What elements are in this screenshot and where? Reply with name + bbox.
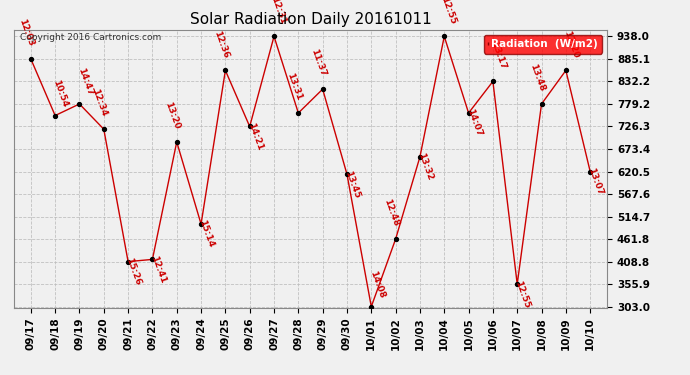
Text: 14:21: 14:21 (246, 122, 264, 152)
Point (536, 101, 547, 107)
Point (26, 56, 37, 62)
Text: 12:55: 12:55 (513, 279, 532, 309)
Text: 13:48: 13:48 (529, 63, 546, 93)
Text: 14:47: 14:47 (76, 67, 95, 97)
Point (220, 68, 231, 74)
Text: Copyright 2016 Cartronics.com: Copyright 2016 Cartronics.com (20, 33, 161, 42)
Text: 15:14: 15:14 (197, 219, 216, 249)
Text: 12:55: 12:55 (440, 0, 457, 25)
Text: 12:41: 12:41 (149, 254, 167, 284)
Text: 15:26: 15:26 (124, 256, 143, 286)
Text: 11:37: 11:37 (309, 48, 328, 78)
Text: 13:20: 13:20 (164, 101, 181, 131)
Text: 12:03: 12:03 (17, 18, 36, 48)
Point (463, 110, 474, 116)
Title: Solar Radiation Daily 20161011: Solar Radiation Daily 20161011 (190, 12, 431, 27)
Point (439, 33, 450, 39)
Point (147, 256, 158, 262)
Point (123, 259, 134, 265)
Point (390, 236, 401, 242)
Text: 13:07: 13:07 (586, 166, 605, 196)
Point (195, 221, 206, 227)
Point (50, 112, 61, 118)
Point (342, 171, 353, 177)
Text: 13:32: 13:32 (416, 152, 435, 182)
Point (512, 281, 523, 287)
Text: 14:08: 14:08 (368, 270, 386, 300)
Text: 13:45: 13:45 (344, 169, 362, 199)
Text: 12:36: 12:36 (212, 29, 230, 59)
Text: 12:48: 12:48 (382, 198, 401, 228)
Legend: Radiation  (W/m2): Radiation (W/m2) (484, 35, 602, 54)
Point (293, 110, 304, 116)
Point (317, 86, 328, 92)
Text: 12:31: 12:31 (269, 0, 287, 25)
Point (584, 168, 595, 174)
Point (268, 33, 279, 39)
Point (244, 123, 255, 129)
Point (487, 78, 498, 84)
Text: 12:34: 12:34 (90, 88, 109, 118)
Text: 13:31: 13:31 (285, 72, 304, 102)
Point (415, 154, 426, 160)
Point (560, 68, 571, 74)
Text: 14:07: 14:07 (465, 108, 483, 138)
Point (171, 139, 182, 145)
Point (74, 101, 85, 107)
Text: 12:20: 12:20 (562, 30, 580, 59)
Text: 10:54: 10:54 (52, 79, 70, 109)
Text: 13:17: 13:17 (489, 40, 508, 70)
Point (366, 304, 377, 310)
Point (98, 126, 109, 132)
